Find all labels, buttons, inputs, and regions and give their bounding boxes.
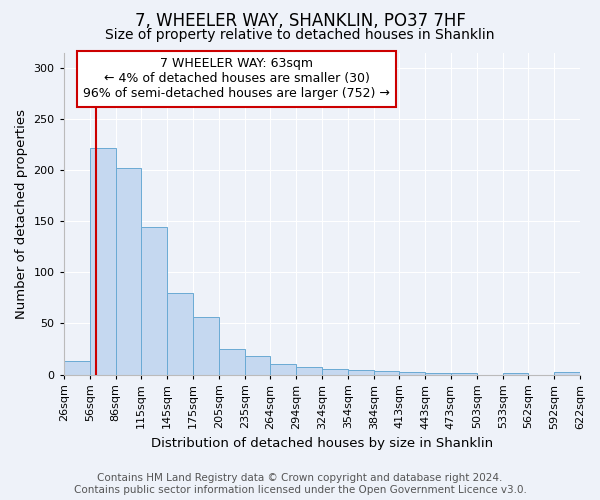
Bar [399,372,425,374]
Bar [270,364,296,374]
Bar [322,370,348,374]
Bar [219,349,245,374]
Bar [554,372,580,374]
X-axis label: Distribution of detached houses by size in Shanklin: Distribution of detached houses by size … [151,437,493,450]
Bar [245,356,270,374]
Bar [374,372,399,374]
Text: Contains HM Land Registry data © Crown copyright and database right 2024.
Contai: Contains HM Land Registry data © Crown c… [74,474,526,495]
Text: 7, WHEELER WAY, SHANKLIN, PO37 7HF: 7, WHEELER WAY, SHANKLIN, PO37 7HF [134,12,466,30]
Text: Size of property relative to detached houses in Shanklin: Size of property relative to detached ho… [105,28,495,42]
Bar [89,148,116,374]
Bar [167,292,193,374]
Bar [116,168,141,374]
Bar [193,318,219,374]
Bar [348,370,374,374]
Text: 7 WHEELER WAY: 63sqm
← 4% of detached houses are smaller (30)
96% of semi-detach: 7 WHEELER WAY: 63sqm ← 4% of detached ho… [83,58,390,100]
Y-axis label: Number of detached properties: Number of detached properties [15,108,28,318]
Bar [64,361,89,374]
Bar [296,368,322,374]
Bar [141,228,167,374]
